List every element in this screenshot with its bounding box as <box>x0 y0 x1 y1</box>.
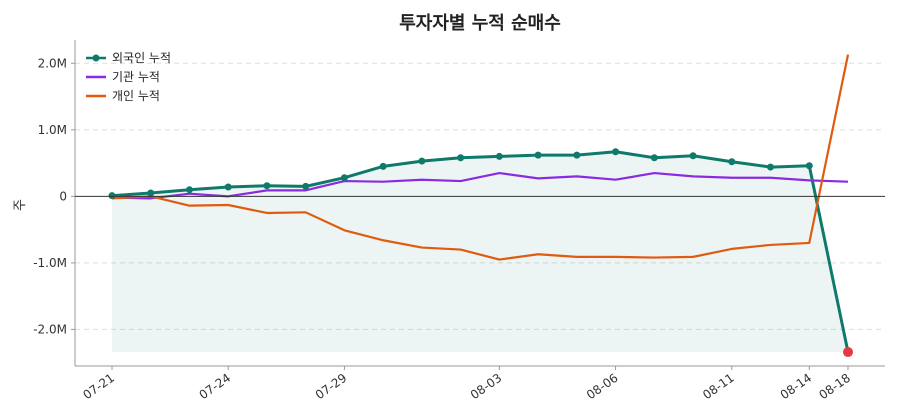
series-point <box>573 151 581 159</box>
x-tick-label: 08-11 <box>700 371 737 402</box>
series-lines <box>111 54 850 353</box>
series-line <box>111 150 850 353</box>
y-tick-label: 1.0M <box>38 123 67 137</box>
chart-title: 투자자별 누적 순매수 <box>399 13 561 34</box>
y-tick-label: 0 <box>59 189 67 203</box>
series-area-fill <box>112 151 848 353</box>
series-point <box>689 152 697 160</box>
y-tick-label: 2.0M <box>38 56 67 70</box>
series-point <box>534 151 542 159</box>
axes <box>74 40 885 367</box>
series-point <box>147 189 155 197</box>
legend-entry: 개인 누적 <box>112 89 160 103</box>
series-point <box>263 182 271 190</box>
series-line <box>111 54 850 261</box>
x-tick-label: 07-24 <box>197 371 234 402</box>
series-point <box>495 152 503 160</box>
series-point <box>224 183 232 191</box>
series-point <box>185 186 193 194</box>
grid-lines <box>75 62 885 330</box>
series-point <box>650 154 658 162</box>
x-tick-label: 08-03 <box>468 371 505 402</box>
series-point <box>457 154 465 162</box>
x-tick-label: 08-18 <box>816 371 853 402</box>
series-point <box>340 174 348 182</box>
x-tick-label: 07-21 <box>80 371 117 402</box>
series-point <box>767 163 775 171</box>
legend-entry: 기관 누적 <box>112 70 160 84</box>
series-point <box>418 157 426 165</box>
series-point <box>379 162 387 170</box>
series-point <box>302 182 310 190</box>
series-fills <box>112 151 848 353</box>
y-tick-label: -1.0M <box>33 256 67 270</box>
y-tick-labels: 2.0M 1.0M 0 -1.0M -2.0M <box>33 56 75 336</box>
legend-entry: 외국인 누적 <box>112 51 171 65</box>
legend-marker <box>92 54 100 62</box>
series-line <box>111 171 849 200</box>
y-axis-label: 주 <box>13 199 28 211</box>
x-tick-labels: 07-21 07-24 07-29 08-03 08-06 08-11 08-14 08-18 <box>80 366 853 402</box>
series-point <box>843 347 853 358</box>
series-markers <box>108 148 853 358</box>
x-tick-label: 08-06 <box>584 371 621 402</box>
series-point <box>805 162 813 170</box>
y-tick-label: -2.0M <box>33 322 67 336</box>
x-tick-label: 07-29 <box>313 371 350 402</box>
series-point <box>108 192 116 200</box>
x-tick-label: 08-14 <box>778 371 815 402</box>
series-point <box>728 158 736 166</box>
series-point <box>612 148 620 156</box>
